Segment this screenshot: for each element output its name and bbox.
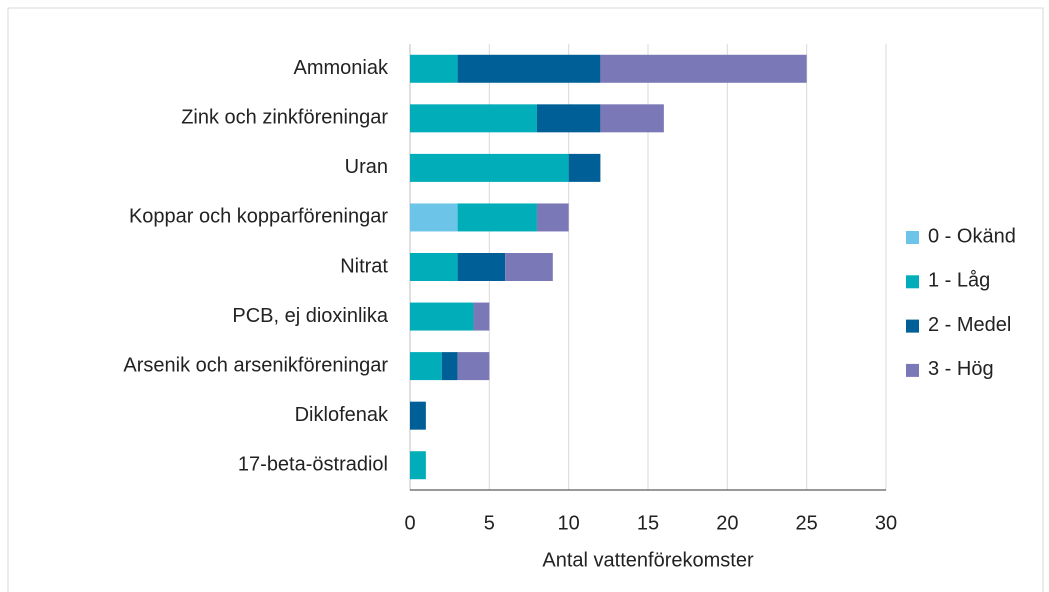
legend-label: 2 - Medel [928, 314, 1011, 336]
y-tick-label: Arsenik och arsenikföreningar [123, 354, 388, 376]
bar-segment [410, 153, 569, 182]
y-tick-label: Koppar och kopparföreningar [129, 206, 388, 228]
legend-label: 3 - Hög [928, 358, 994, 380]
y-tick-label: Uran [345, 156, 388, 178]
legend-swatch [906, 275, 919, 289]
bar-segment [410, 104, 537, 133]
bar-segment [410, 253, 458, 281]
bar-segment [457, 352, 490, 381]
legend-label: 1 - Låg [928, 270, 990, 292]
bar-segment [457, 54, 601, 83]
bar-segment [441, 352, 458, 381]
y-tick-label: Nitrat [340, 255, 388, 277]
chart-frame [7, 7, 1044, 592]
x-tick-label: 30 [875, 512, 897, 534]
bar-segment [410, 352, 442, 381]
legend-swatch [906, 231, 919, 244]
x-tick-label: 10 [558, 512, 580, 534]
x-tick-label: 25 [796, 512, 818, 534]
bar-segment [410, 401, 426, 430]
bar-segment [568, 153, 601, 182]
bar-segment [600, 54, 807, 83]
y-tick-label: Diklofenak [295, 404, 389, 426]
bar-segment [473, 302, 490, 331]
legend-swatch [906, 319, 919, 333]
y-tick-label: PCB, ej dioxinlika [232, 305, 389, 327]
bar-segment [410, 203, 458, 232]
x-tick-label: 20 [716, 512, 738, 534]
bar-segment [505, 253, 553, 281]
bar-segment [410, 54, 458, 83]
x-tick-label: 5 [484, 512, 495, 534]
x-tick-label: 15 [637, 512, 659, 534]
bar-segment [600, 104, 664, 133]
bar-segment [457, 253, 506, 281]
bar-segment [536, 203, 569, 232]
bar-segment [536, 104, 601, 133]
bar-segment [457, 203, 537, 232]
x-tick-label: 0 [404, 512, 415, 534]
y-tick-label: Zink och zinkföreningar [181, 107, 388, 129]
bar-segment [410, 302, 474, 331]
y-tick-label: Ammoniak [294, 57, 389, 79]
y-tick-label: 17-beta-östradiol [238, 454, 388, 476]
bar-segment [410, 451, 426, 480]
legend-label: 0 - Okänd [928, 225, 1016, 247]
legend-swatch [906, 363, 919, 377]
x-axis-label: Antal vattenförekomster [542, 549, 754, 571]
